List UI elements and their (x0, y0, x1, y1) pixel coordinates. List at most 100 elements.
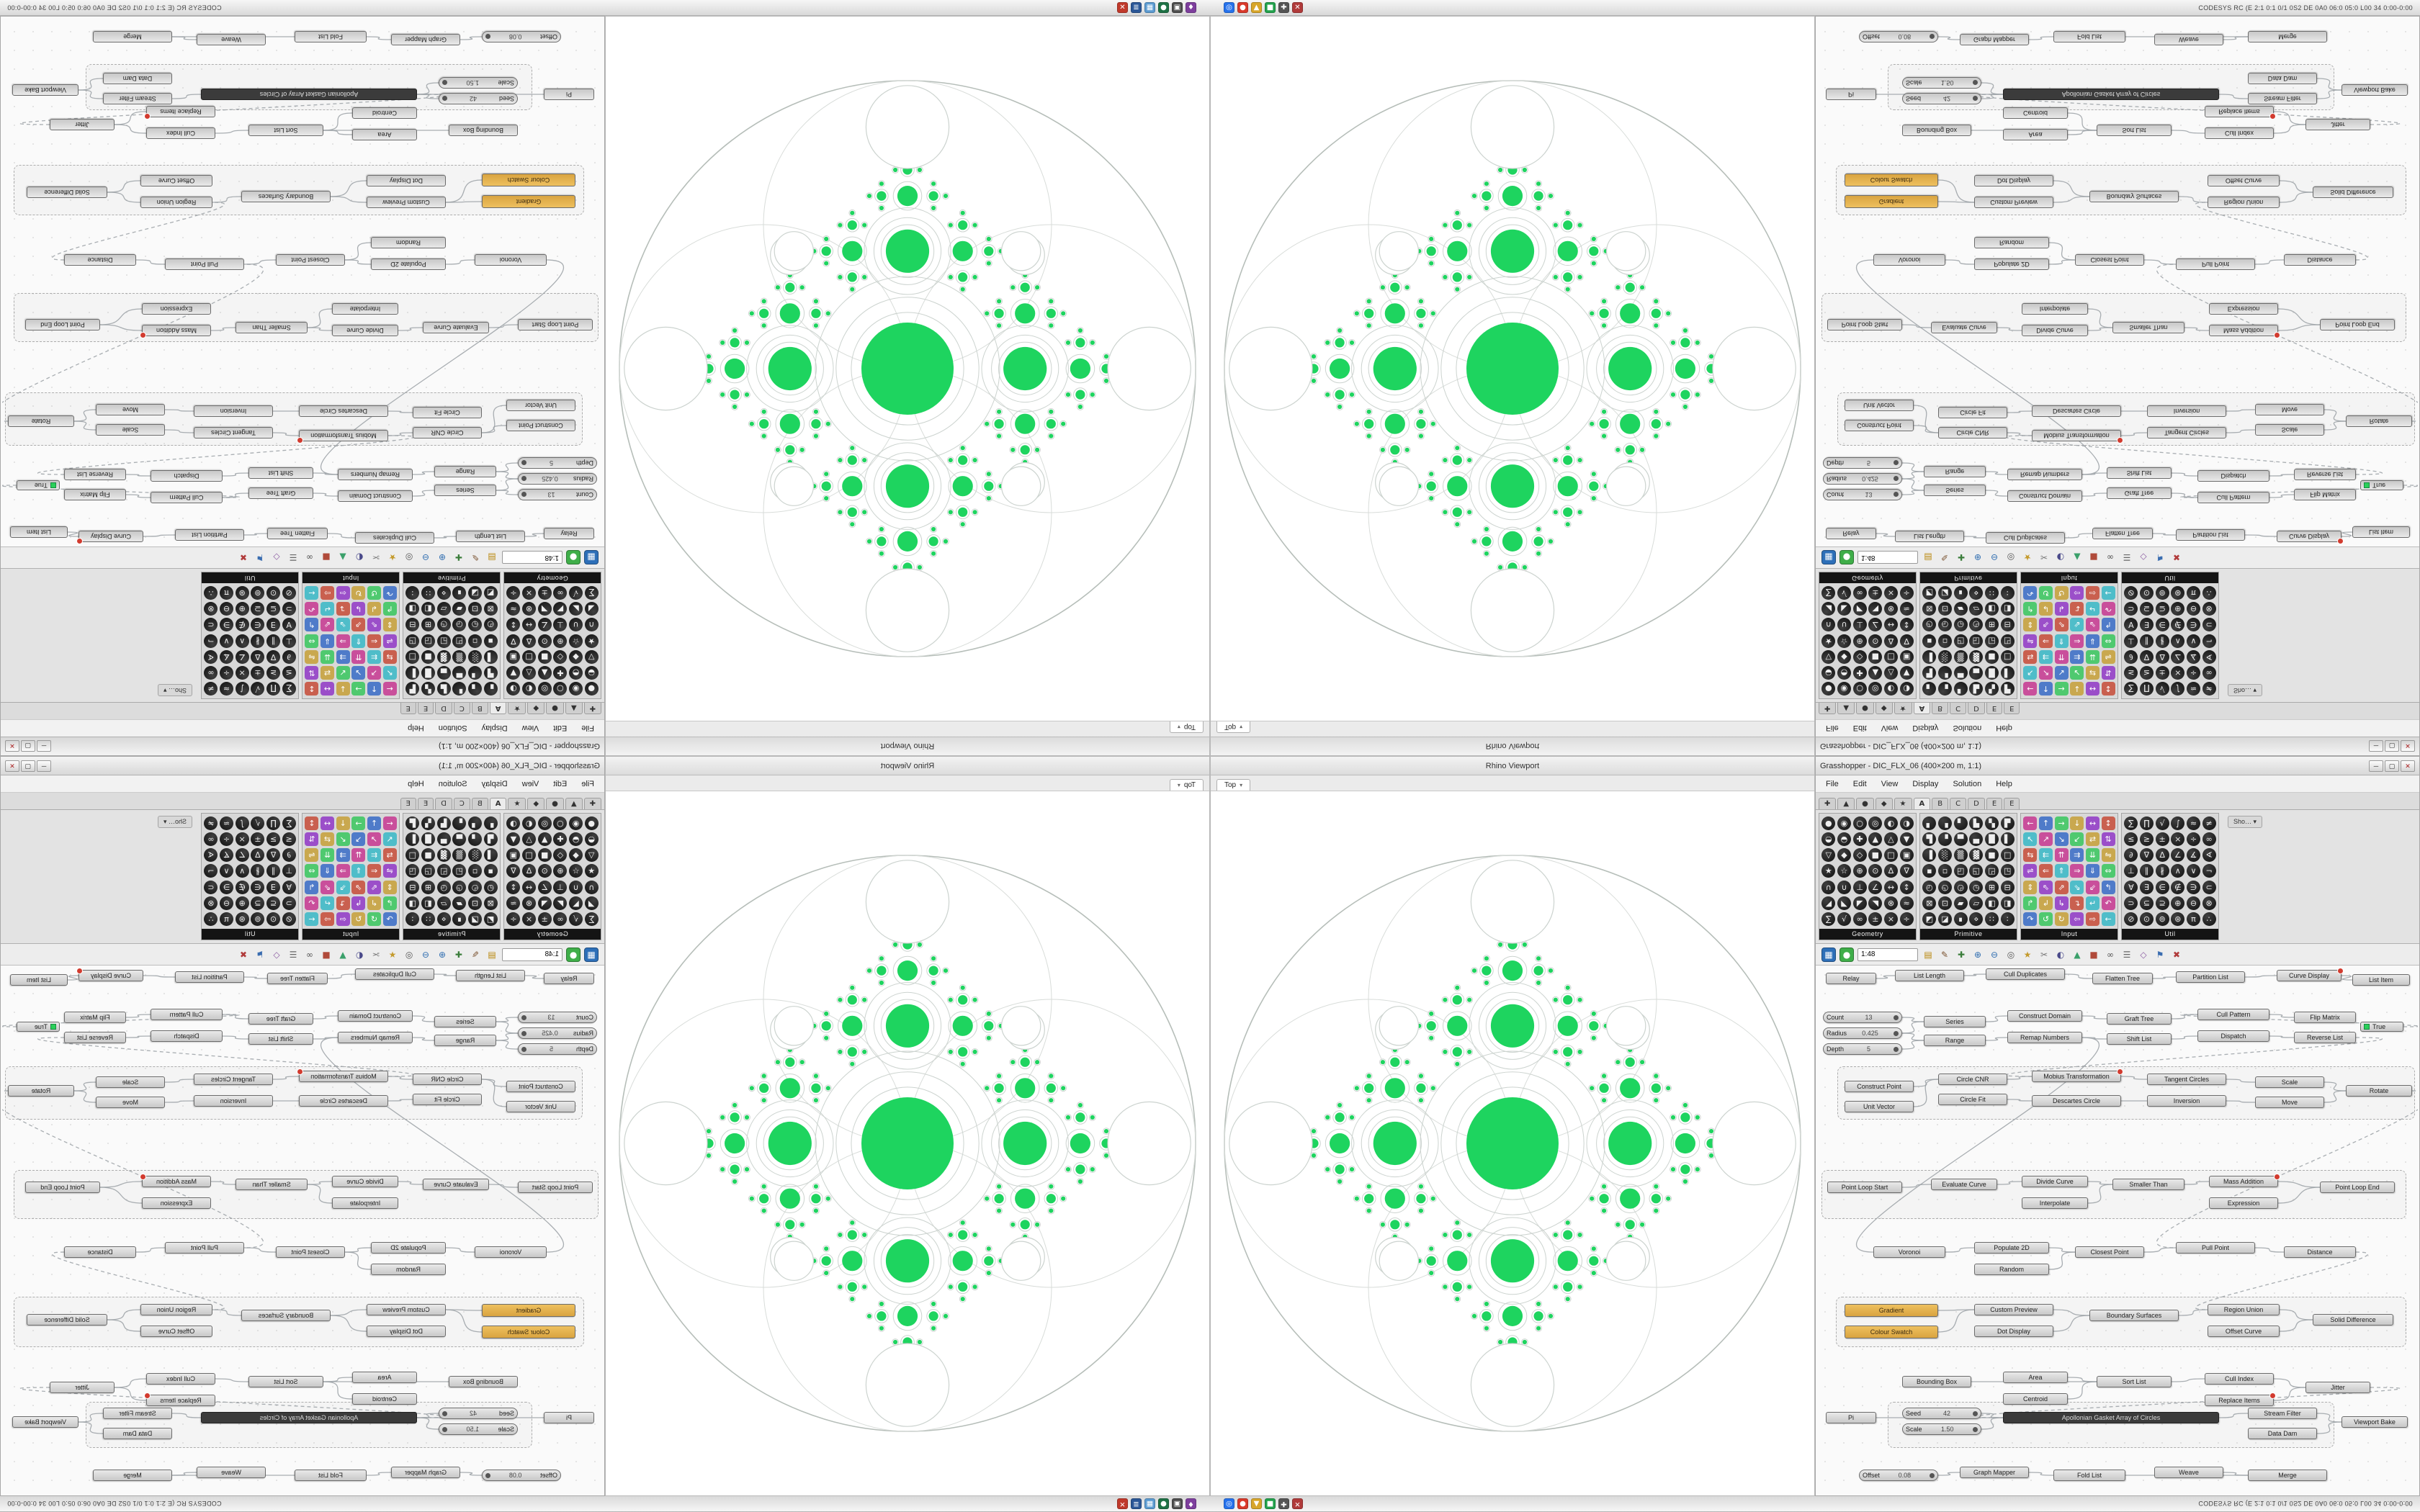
node-merge[interactable]: Merge (2248, 1470, 2327, 1481)
node-scale[interactable]: Scale 1.50 (439, 77, 518, 89)
component-icon[interactable]: █ (421, 666, 436, 680)
component-icon[interactable]: ∇ (506, 864, 521, 878)
component-icon[interactable]: ∦ (2155, 864, 2169, 878)
slider-knob[interactable] (521, 1030, 527, 1036)
component-icon[interactable]: ⊡ (468, 896, 483, 911)
node-bounding-box[interactable]: Bounding Box (449, 125, 518, 136)
component-icon[interactable]: ⊗ (204, 896, 218, 911)
component-icon[interactable]: ◶ (1953, 880, 1968, 894)
node-voronoi[interactable]: Voronoi (1873, 254, 1945, 266)
toolbar-icon-3[interactable]: ⊕ (438, 552, 447, 563)
node-point-loop-start[interactable]: Point Loop Start (518, 1182, 593, 1193)
slider-knob[interactable] (485, 34, 491, 40)
node-voronoi[interactable]: Voronoi (1873, 1246, 1945, 1258)
node-radius[interactable]: Radius 0.425 (518, 1027, 597, 1039)
component-icon[interactable]: ◩ (483, 585, 498, 600)
component-icon[interactable]: ▼ (506, 666, 521, 680)
node-gradient[interactable]: Gradient (482, 195, 575, 208)
slider-knob[interactable] (1893, 492, 1899, 498)
component-icon[interactable]: ⊂ (204, 618, 218, 632)
node-shift-list[interactable]: Shift List (248, 1033, 313, 1045)
component-icon[interactable]: ◤ (1852, 601, 1867, 616)
toolbar-icon-12[interactable]: ☰ (289, 949, 297, 960)
component-icon[interactable]: ⊇ (251, 601, 265, 616)
node-point-loop-start[interactable]: Point Loop Start (1827, 319, 1902, 330)
component-icon[interactable]: ↗ (367, 832, 382, 846)
component-icon[interactable]: ⊙ (266, 912, 281, 927)
component-icon[interactable]: ◪ (468, 912, 483, 927)
node-offset[interactable]: Offset 0.08 (1859, 1470, 1938, 1481)
slider-knob[interactable] (1972, 1426, 1978, 1432)
node-weave[interactable]: Weave (197, 1467, 266, 1478)
component-icon[interactable]: ∑ (1821, 585, 1836, 600)
taskbar-icon-r3[interactable]: ■ (1265, 2, 1276, 13)
component-icon[interactable]: ⇦ (2070, 912, 2084, 927)
toolbar-icon-12[interactable]: ☰ (289, 552, 297, 563)
component-icon[interactable]: ← (382, 816, 397, 830)
component-icon[interactable]: ▒ (452, 848, 467, 863)
component-icon[interactable]: ★ (1821, 634, 1836, 648)
component-icon[interactable]: ≠ (2202, 682, 2216, 696)
component-icon[interactable]: ∞ (1852, 912, 1867, 927)
component-icon[interactable]: ⇒ (336, 864, 350, 878)
menu-item-view[interactable]: View (1881, 779, 1899, 788)
toolbar-icon-1[interactable]: ✎ (1940, 949, 1949, 960)
toolbar-icon-13[interactable]: ◇ (2140, 949, 2147, 960)
component-icon[interactable]: ∉ (235, 880, 249, 894)
node-bounding-box[interactable]: Bounding Box (449, 1376, 518, 1387)
ribbon-tab--2[interactable]: ● (1856, 798, 1874, 809)
component-icon[interactable]: ↱ (2023, 601, 2038, 616)
component-icon[interactable]: ▱ (436, 896, 451, 911)
component-icon[interactable]: ⇊ (2085, 848, 2099, 863)
component-icon[interactable]: ∀ (282, 880, 296, 894)
viewport-tab-top[interactable]: Top ▾ (1169, 721, 1204, 733)
node-solid-difference[interactable]: Solid Difference (27, 186, 107, 198)
node-sort-list[interactable]: Sort List (2097, 1376, 2172, 1387)
component-icon[interactable]: ◧ (421, 896, 436, 911)
menu-item-solution[interactable]: Solution (1953, 779, 1982, 788)
component-icon[interactable]: ≈ (506, 896, 521, 911)
taskbar-icon-r1[interactable]: ● (1237, 2, 1248, 13)
component-icon[interactable]: ⇕ (382, 880, 397, 894)
component-icon[interactable]: ∈ (251, 880, 265, 894)
component-icon[interactable]: ∨ (2186, 864, 2200, 878)
ribbon-tab--1[interactable]: ▲ (1837, 703, 1855, 714)
component-icon[interactable]: ⇕ (382, 618, 397, 632)
node-replace-items[interactable]: Replace Items (2205, 106, 2276, 120)
component-icon[interactable]: ▲ (1868, 832, 1883, 846)
node-point-loop-end[interactable]: Point Loop End (25, 1182, 100, 1193)
component-icon[interactable]: ⇋ (305, 848, 319, 863)
slider-knob[interactable] (521, 1046, 527, 1052)
component-icon[interactable]: √ (1837, 912, 1851, 927)
node-unit-vector[interactable]: Unit Vector (1845, 1101, 1914, 1112)
component-icon[interactable]: ⇉ (2070, 848, 2084, 863)
component-icon[interactable]: ▚ (1984, 682, 1999, 696)
component-icon[interactable]: ⇔ (305, 864, 319, 878)
component-icon[interactable]: ▄ (1969, 832, 1984, 846)
component-icon[interactable]: ↻ (2054, 912, 2069, 927)
toolbar-button-0[interactable]: ▦ (1821, 550, 1836, 565)
component-icon[interactable]: ⊙ (537, 634, 552, 648)
component-icon[interactable]: ⇋ (2101, 848, 2115, 863)
component-icon[interactable]: ⊡ (1937, 896, 1952, 911)
component-icon[interactable]: ≥ (2139, 666, 2154, 680)
ribbon-tab--2[interactable]: ● (546, 798, 564, 809)
component-icon[interactable]: ∨ (220, 864, 234, 878)
toolbar-icon-15[interactable]: ✖ (239, 949, 248, 960)
component-icon[interactable]: ◪ (1937, 585, 1952, 600)
component-icon[interactable]: ∠ (537, 618, 552, 632)
component-icon[interactable]: ↘ (351, 666, 366, 680)
ribbon-tab-c-7[interactable]: C (453, 703, 470, 714)
component-icon[interactable]: ◷ (436, 880, 451, 894)
component-icon[interactable]: ∂ (2124, 848, 2138, 863)
toolbar-icon-13[interactable]: ◇ (2140, 552, 2147, 563)
component-icon[interactable]: ▙ (1969, 682, 1984, 696)
node-cull-pattern[interactable]: Cull Pattern (151, 1009, 223, 1020)
component-icon[interactable]: → (2054, 682, 2069, 696)
component-icon[interactable]: ⊙ (266, 585, 281, 600)
node-construct-point[interactable]: Construct Point (1845, 1081, 1914, 1092)
component-icon[interactable]: ▌ (2000, 832, 2015, 846)
component-icon[interactable]: ⊙ (2139, 912, 2154, 927)
maximize-button[interactable]: ▢ (2385, 740, 2399, 752)
component-icon[interactable]: ▪ (483, 634, 498, 648)
